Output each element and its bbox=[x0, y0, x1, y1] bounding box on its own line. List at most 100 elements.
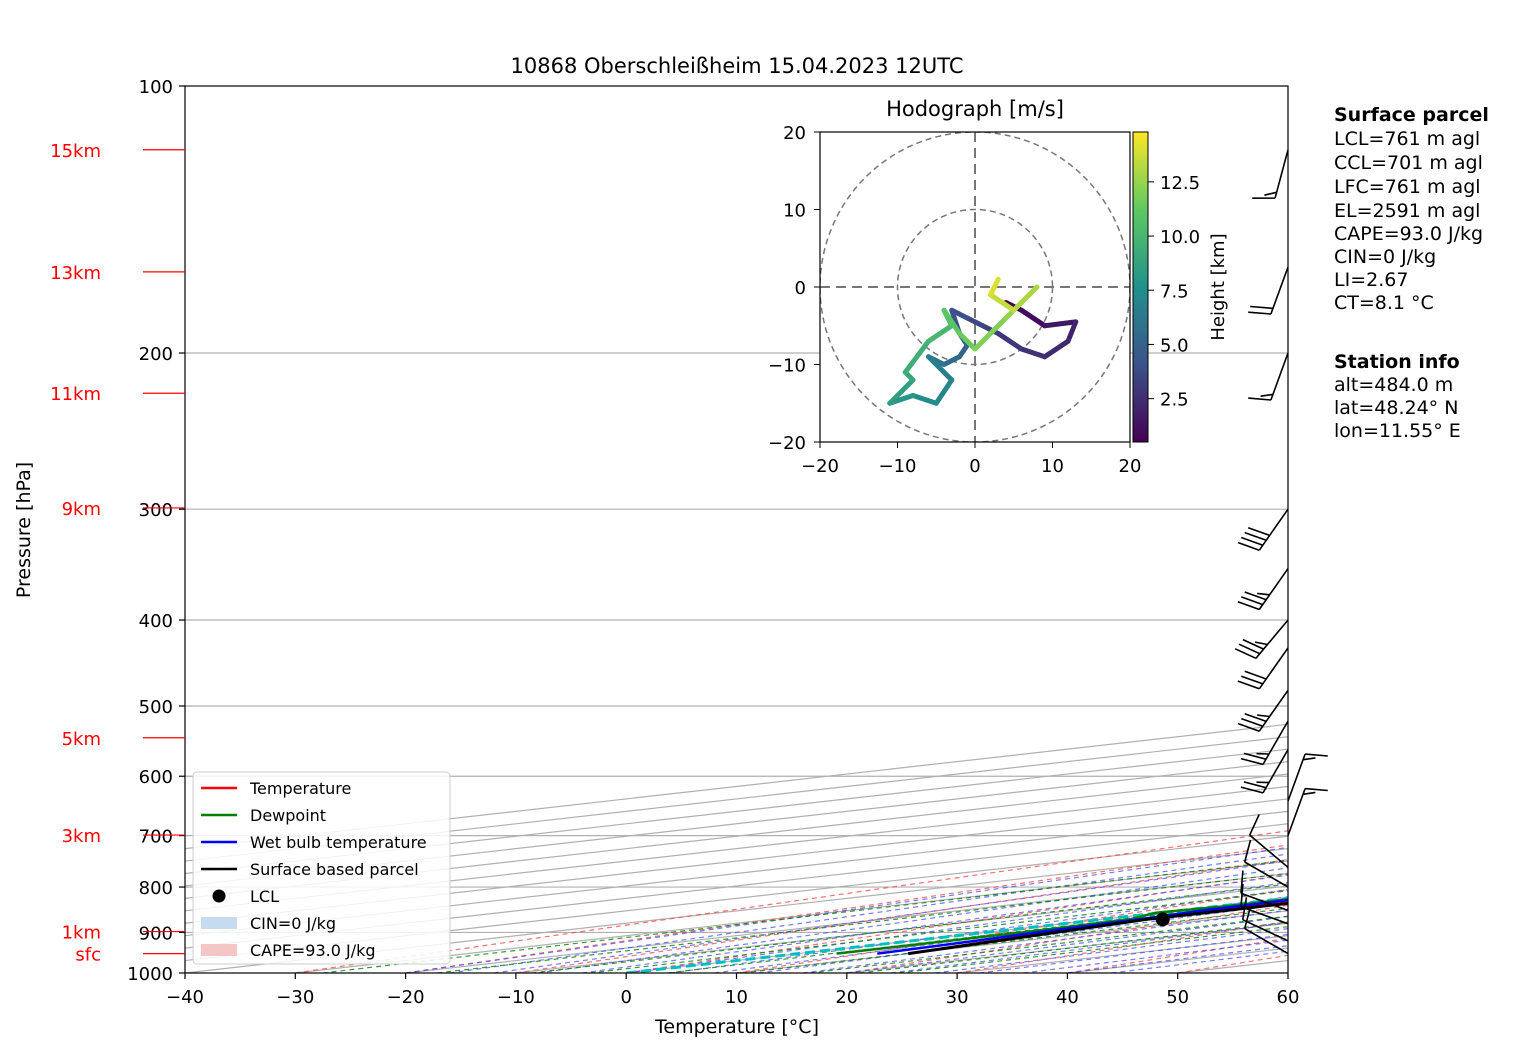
wind-barb bbox=[1243, 839, 1289, 888]
height-label: 15km bbox=[50, 141, 101, 162]
x-tick-label: −20 bbox=[387, 987, 425, 1008]
legend-label: CIN=0 J/kg bbox=[250, 914, 336, 933]
isotherm-line bbox=[185, 760, 1288, 887]
isotherm-line bbox=[185, 810, 1288, 937]
surface-parcel-line: LCL=761 m agl bbox=[1334, 128, 1480, 150]
wind-barb bbox=[1237, 647, 1289, 690]
isotherm-line bbox=[185, 785, 1288, 912]
lcl-marker bbox=[1155, 912, 1170, 927]
legend-swatch bbox=[201, 944, 237, 956]
y-tick-label: 700 bbox=[139, 827, 173, 848]
hodograph-segment bbox=[957, 331, 978, 352]
surface-parcel-line: LFC=761 m agl bbox=[1334, 176, 1481, 198]
hodograph-grid bbox=[820, 132, 1130, 442]
y-tick-label: 400 bbox=[139, 611, 173, 632]
hodograph-x-tick-label: 10 bbox=[1041, 456, 1064, 477]
hodograph-x-tick-label: 20 bbox=[1119, 456, 1142, 477]
colorbar-tick-label: 5.0 bbox=[1160, 335, 1189, 356]
dry-adiabat-line bbox=[1509, 86, 1517, 973]
y-tick-label: 100 bbox=[139, 77, 173, 98]
hodograph-y-tick-label: 20 bbox=[783, 123, 806, 144]
colorbar bbox=[1132, 131, 1149, 443]
station-info-box: Station info alt=484.0 m lat=48.24° N lo… bbox=[1334, 351, 1461, 442]
hodograph-segment bbox=[1042, 338, 1071, 360]
hodograph-segment bbox=[1019, 307, 1048, 329]
hodograph-y-tick-label: 10 bbox=[783, 201, 806, 222]
mixing-ratio-line bbox=[667, 899, 1288, 973]
hodograph-segment bbox=[995, 331, 1024, 352]
hodograph-x-tick-label: −10 bbox=[879, 456, 917, 477]
colorbar-tick-label: 2.5 bbox=[1160, 390, 1189, 411]
hodograph-title: Hodograph [m/s] bbox=[886, 97, 1064, 121]
legend-swatch bbox=[212, 889, 226, 903]
hodograph-segment bbox=[910, 393, 939, 406]
mixing-ratio-line bbox=[898, 926, 1288, 973]
moist-adiabat-line bbox=[537, 867, 1288, 973]
legend-label: Dewpoint bbox=[250, 806, 326, 825]
hodograph-segment bbox=[1065, 319, 1079, 344]
mixing-ratio-line bbox=[859, 921, 1288, 973]
isotherm-line bbox=[185, 773, 1288, 899]
hodograph-segment bbox=[1011, 284, 1040, 313]
mixing-ratio-line bbox=[809, 915, 1288, 973]
mixing-ratio-line bbox=[742, 907, 1288, 973]
x-tick-label: −30 bbox=[276, 987, 314, 1008]
mixing-ratio-line bbox=[437, 872, 1288, 973]
wind-barb bbox=[1237, 689, 1289, 732]
surface-parcel-line: EL=2591 m agl bbox=[1334, 200, 1480, 222]
wind-barb bbox=[1252, 149, 1289, 199]
x-tick-label: 40 bbox=[1056, 987, 1079, 1008]
dry-adiabat-line bbox=[736, 889, 1288, 973]
hodograph-segment bbox=[887, 377, 916, 406]
legend-label: Wet bulb temperature bbox=[250, 833, 427, 852]
mixing-ratio-line bbox=[589, 890, 1288, 973]
wind-barb bbox=[1240, 720, 1289, 766]
moist-adiabat-line bbox=[670, 888, 1288, 973]
legend-label: LCL bbox=[250, 887, 279, 906]
hodograph-segment bbox=[1019, 346, 1048, 360]
colorbar-tick-label: 12.5 bbox=[1160, 173, 1200, 194]
colorbar-tick-label: 10.0 bbox=[1160, 227, 1200, 248]
moist-adiabat-line bbox=[626, 881, 1288, 973]
hodograph-x-tick-label: 0 bbox=[969, 456, 980, 477]
legend-label: CAPE=93.0 J/kg bbox=[250, 941, 376, 960]
x-axis-ticks: −40 −30 −20 −10 0 10 20 30 40 50 60 bbox=[166, 973, 1299, 1008]
x-tick-label: 60 bbox=[1277, 987, 1300, 1008]
legend-frame bbox=[192, 771, 451, 965]
legend-label: Surface based parcel bbox=[250, 860, 419, 879]
wind-barb bbox=[1240, 749, 1289, 794]
station-info-title: Station info bbox=[1334, 351, 1460, 373]
isotherm-line bbox=[185, 736, 1288, 862]
dry-adiabat-line bbox=[405, 844, 1288, 973]
x-tick-label: −10 bbox=[497, 987, 535, 1008]
height-label: 11km bbox=[50, 384, 101, 405]
colorbar-tick-label: 7.5 bbox=[1160, 281, 1189, 302]
wind-barb bbox=[1248, 814, 1289, 868]
hodograph-x-tick-label: −20 bbox=[801, 456, 839, 477]
station-info-line: alt=484.0 m bbox=[1334, 374, 1453, 396]
wind-barb bbox=[1234, 619, 1289, 660]
wind-barb bbox=[1237, 508, 1289, 551]
height-label: 3km bbox=[62, 826, 101, 847]
y-tick-label: 200 bbox=[139, 344, 173, 365]
mixing-ratio-line bbox=[322, 859, 1288, 973]
height-label: 1km bbox=[62, 923, 101, 944]
wind-barb bbox=[1237, 568, 1289, 611]
x-tick-label: 30 bbox=[946, 987, 969, 1008]
y-tick-label: 800 bbox=[139, 878, 173, 899]
station-info-line: lat=48.24° N bbox=[1334, 397, 1458, 419]
hodograph-segment bbox=[926, 323, 955, 344]
y-tick-label: 1000 bbox=[127, 964, 173, 985]
wind-barb bbox=[1287, 787, 1328, 836]
hodograph-y-tick-label: −20 bbox=[768, 433, 806, 454]
surface-parcel-line: CIN=0 J/kg bbox=[1334, 246, 1436, 268]
x-axis-label: Temperature [°C] bbox=[654, 1016, 819, 1038]
surface-parcel-box: Surface parcel LCL=761 m agl CCL=701 m a… bbox=[1334, 104, 1489, 314]
colorbar-label: Height [km] bbox=[1208, 233, 1229, 340]
y-tick-label: 600 bbox=[139, 767, 173, 788]
hodograph-segment bbox=[1042, 319, 1079, 329]
lcl-layer bbox=[1155, 912, 1170, 927]
x-tick-label: 10 bbox=[725, 987, 748, 1008]
